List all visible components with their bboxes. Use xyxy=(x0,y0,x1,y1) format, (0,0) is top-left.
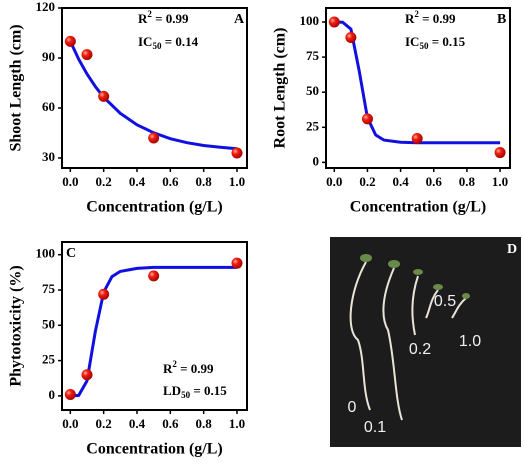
y-tick-label: 50 xyxy=(42,316,55,331)
annotation: R2 = 0.99 xyxy=(405,9,456,26)
panel-label: D xyxy=(507,242,517,257)
plot-frame xyxy=(325,7,511,169)
y-tick-label: 0 xyxy=(313,153,320,168)
data-point xyxy=(411,133,423,145)
x-tick-label: 0.4 xyxy=(129,174,146,189)
x-axis-label: Concentration (g/L) xyxy=(86,441,222,458)
annotation-sup: 2 xyxy=(414,9,419,19)
x-tick-label: 0.2 xyxy=(96,416,112,431)
data-point xyxy=(64,35,76,47)
annotation: R2 = 0.99 xyxy=(163,359,214,376)
x-tick-label: 0.4 xyxy=(129,416,146,431)
x-tick-label: 0.4 xyxy=(392,174,409,189)
chart-panel: 0 25 50 75 100 0.0 0.2 0.4 0.6 0.8 1.0 Concentratio… xyxy=(272,7,511,216)
annotation-text: = 0.15 xyxy=(428,34,465,49)
annotation-sub: 50 xyxy=(419,41,429,51)
annotation: IC50 = 0.14 xyxy=(138,34,199,51)
leaves xyxy=(360,254,470,299)
x-tick-label: 0.8 xyxy=(196,416,213,431)
data-point xyxy=(64,388,76,400)
photo-label: 1.0 xyxy=(459,333,481,350)
x-tick-label: 0.6 xyxy=(426,174,443,189)
x-tick-label: 1.0 xyxy=(229,416,245,431)
x-tick-label: 0.6 xyxy=(162,416,179,431)
y-axis-label: Shoot Length (cm) xyxy=(8,24,25,151)
x-tick-label: 0.0 xyxy=(326,174,342,189)
x-tick-label: 0.8 xyxy=(459,174,476,189)
annotation-text: = 0.99 xyxy=(152,11,189,26)
x-tick-label: 0.2 xyxy=(96,174,112,189)
annotation-text: R xyxy=(138,11,148,26)
annotation-text: = 0.99 xyxy=(419,11,456,26)
y-tick-label: 100 xyxy=(36,246,56,261)
y-tick-label: 75 xyxy=(306,48,320,63)
data-point xyxy=(361,113,373,125)
annotation: LD50 = 0.15 xyxy=(163,383,227,400)
y-tick-label: 30 xyxy=(42,149,55,164)
x-tick-label: 1.0 xyxy=(492,174,508,189)
photo-panel: D xyxy=(330,237,521,447)
y-tick-label: 120 xyxy=(36,0,56,14)
chart-panel: 30 60 90 120 0.0 0.2 0.4 0.6 0.8 1.0 Concentration… xyxy=(8,0,248,216)
seedlings xyxy=(349,261,467,421)
data-point xyxy=(148,132,160,144)
fit-curve xyxy=(334,20,501,145)
annotation-sub: 50 xyxy=(181,390,191,400)
annotation-text: R xyxy=(405,11,415,26)
annotation-text: = 0.14 xyxy=(161,34,198,49)
y-axis-label: Root Length (cm) xyxy=(272,28,289,149)
fit-curve xyxy=(70,265,237,398)
x-axis-label: Concentration (g/L) xyxy=(86,199,222,216)
annotation-text: = 0.15 xyxy=(190,383,227,398)
data-point xyxy=(231,257,243,269)
panel-label: C xyxy=(66,246,76,261)
photo-label: 0.1 xyxy=(364,419,386,436)
annotation-text: LD xyxy=(163,383,181,398)
annotation-sup: 2 xyxy=(172,359,177,369)
plot-frame xyxy=(61,241,248,411)
data-point xyxy=(81,49,93,61)
plot-frame xyxy=(61,7,248,169)
data-point xyxy=(98,90,110,102)
data-point xyxy=(345,31,357,43)
annotation-sub: 50 xyxy=(152,41,162,51)
y-tick-label: 75 xyxy=(42,281,56,296)
data-point xyxy=(98,288,110,300)
y-tick-label: 0 xyxy=(49,387,56,402)
panel-label: A xyxy=(234,12,245,27)
y-tick-label: 25 xyxy=(306,118,320,133)
x-tick-label: 1.0 xyxy=(229,174,245,189)
photo-label: 0.5 xyxy=(434,293,456,310)
x-tick-label: 0.6 xyxy=(162,174,179,189)
x-axis-label: Concentration (g/L) xyxy=(350,199,486,216)
y-axis-label: Phytotoxicity (%) xyxy=(8,265,25,386)
annotation-text: IC xyxy=(138,34,152,49)
x-tick-label: 0.0 xyxy=(62,416,78,431)
annotation-text: IC xyxy=(405,34,419,49)
annotation: IC50 = 0.15 xyxy=(405,34,466,51)
data-point xyxy=(148,270,160,282)
y-tick-label: 90 xyxy=(42,49,55,64)
y-tick-label: 100 xyxy=(300,13,320,28)
data-point xyxy=(231,147,243,159)
photo-label: 0 xyxy=(348,399,357,416)
photo-label: 0.2 xyxy=(409,341,431,358)
y-tick-label: 25 xyxy=(42,352,56,367)
x-tick-label: 0.0 xyxy=(62,174,78,189)
annotation-text: = 0.99 xyxy=(177,361,214,376)
annotation: R2 = 0.99 xyxy=(138,9,189,26)
data-point xyxy=(494,147,506,159)
x-tick-label: 0.8 xyxy=(196,174,213,189)
data-point xyxy=(328,16,340,28)
chart-panel: 0 25 50 75 100 0.0 0.2 0.4 0.6 0.8 1.0 Concentratio… xyxy=(8,241,248,458)
y-tick-label: 50 xyxy=(306,83,319,98)
fit-curve xyxy=(68,40,238,151)
annotation-sup: 2 xyxy=(147,9,152,19)
panel-label: B xyxy=(497,12,506,27)
data-point xyxy=(81,369,93,381)
y-tick-label: 60 xyxy=(42,99,55,114)
x-tick-label: 0.2 xyxy=(359,174,375,189)
annotation-text: R xyxy=(163,361,173,376)
